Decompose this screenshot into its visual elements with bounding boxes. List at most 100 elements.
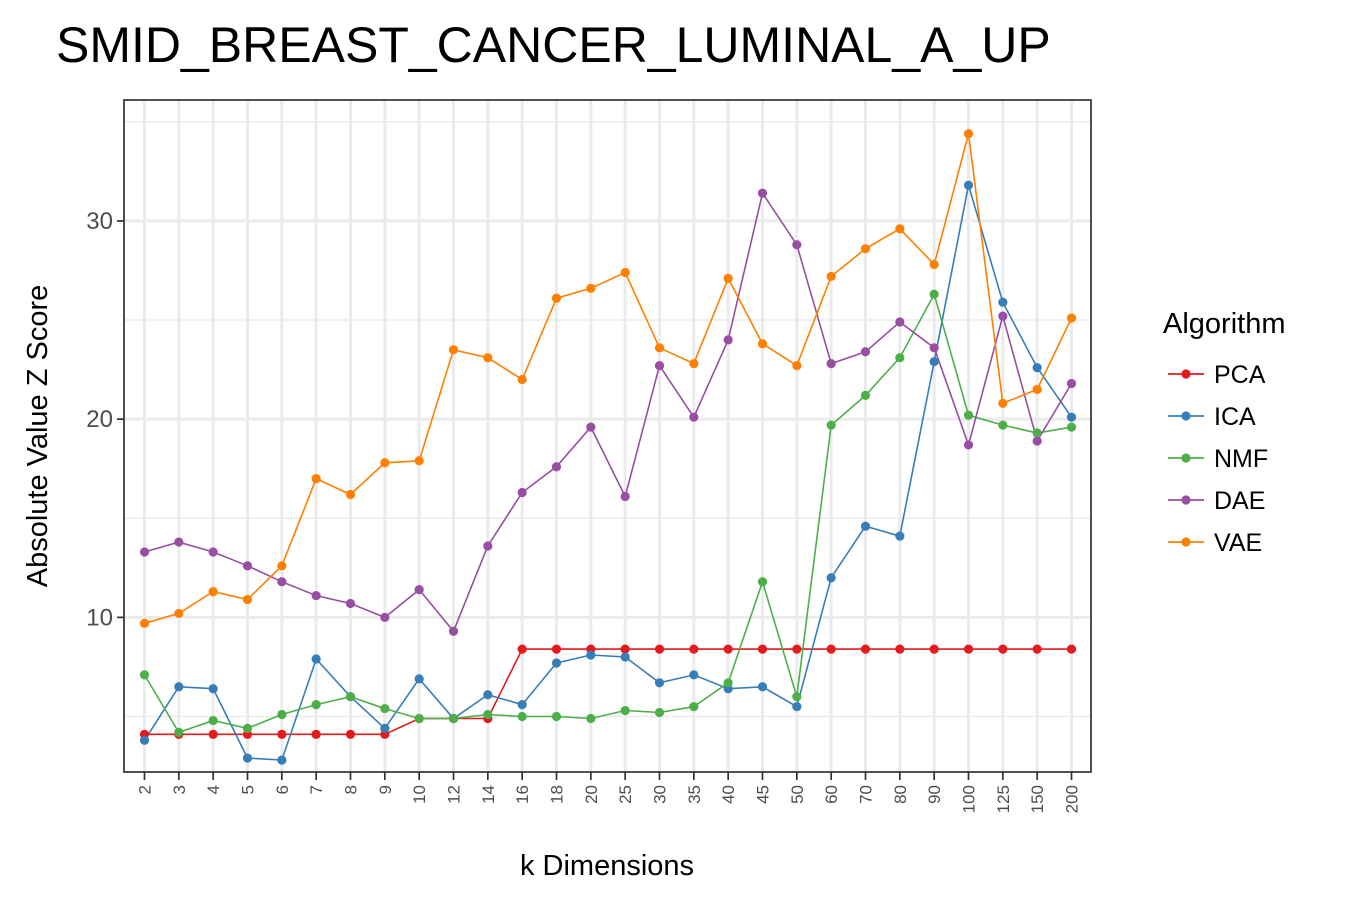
legend-label-ica: ICA xyxy=(1214,403,1256,431)
x-tick-label: 9 xyxy=(376,785,395,794)
data-point-ica xyxy=(689,670,699,680)
data-point-pca xyxy=(208,729,218,739)
data-point-dae xyxy=(586,422,596,432)
data-point-vae xyxy=(448,345,459,355)
data-point-vae xyxy=(311,474,321,484)
data-point-vae xyxy=(414,456,424,466)
data-point-vae xyxy=(792,361,802,371)
data-point-vae xyxy=(654,343,665,353)
data-point-dae xyxy=(139,547,150,557)
data-point-ica xyxy=(620,652,630,662)
data-point-nmf xyxy=(654,707,665,718)
data-point-ica xyxy=(208,684,218,694)
legend-label-vae: VAE xyxy=(1214,529,1262,557)
data-point-nmf xyxy=(792,692,802,702)
x-tick-label: 7 xyxy=(307,785,326,794)
data-point-pca xyxy=(689,644,699,654)
data-point-ica xyxy=(757,682,768,692)
data-point-vae xyxy=(242,594,253,605)
chart-title: SMID_BREAST_CANCER_LUMINAL_A_UP xyxy=(56,17,1051,73)
x-tick-label: 18 xyxy=(548,785,567,804)
data-point-vae xyxy=(345,489,356,500)
data-point-vae xyxy=(139,618,150,628)
data-point-vae xyxy=(277,561,287,571)
data-point-dae xyxy=(792,240,802,250)
data-point-pca xyxy=(792,644,802,654)
data-point-vae xyxy=(757,339,768,349)
x-axis-title: k Dimensions xyxy=(520,850,694,882)
data-point-dae xyxy=(448,626,459,636)
data-point-pca xyxy=(929,644,939,654)
data-point-dae xyxy=(1032,436,1042,446)
x-tick-label: 25 xyxy=(616,785,635,804)
data-point-pca xyxy=(311,729,321,739)
x-tick-label: 80 xyxy=(891,785,910,804)
data-point-pca xyxy=(654,644,665,654)
x-tick-label: 20 xyxy=(582,785,601,804)
legend-key-point xyxy=(1181,369,1191,379)
data-point-dae xyxy=(414,585,424,595)
x-tick-label: 5 xyxy=(239,785,258,794)
data-point-ica xyxy=(174,682,184,692)
series-layer xyxy=(139,129,1077,765)
data-point-nmf xyxy=(414,713,424,724)
x-tick-label: 2 xyxy=(136,785,155,794)
data-point-vae xyxy=(483,353,493,363)
data-point-ica xyxy=(826,573,836,583)
data-point-dae xyxy=(311,590,321,601)
data-point-dae xyxy=(826,359,836,369)
x-tick-label: 10 xyxy=(410,785,429,804)
data-point-ica xyxy=(139,735,150,745)
data-point-vae xyxy=(380,458,390,468)
data-point-dae xyxy=(963,440,974,450)
x-tick-label: 90 xyxy=(925,785,944,804)
legend-key-point xyxy=(1181,411,1191,421)
series-line-nmf xyxy=(143,292,1072,734)
data-point-dae xyxy=(654,361,665,371)
x-axis: 2 3 4 5 6 7 8 9 10 12 14 16 18 20 25 30 35 40 45 50 60 70 80 90… xyxy=(136,772,1082,813)
data-point-vae xyxy=(963,129,974,139)
data-point-ica xyxy=(860,521,871,531)
x-tick-label: 3 xyxy=(170,785,189,794)
data-point-ica xyxy=(277,755,287,765)
x-tick-label: 60 xyxy=(822,785,841,804)
legend-label-nmf: NMF xyxy=(1214,445,1268,473)
grid xyxy=(124,100,1091,772)
x-tick-label: 16 xyxy=(513,785,532,804)
data-point-nmf xyxy=(380,703,390,714)
data-point-dae xyxy=(757,188,768,198)
data-point-dae xyxy=(242,561,253,571)
data-point-nmf xyxy=(277,709,287,720)
x-tick-label: 35 xyxy=(685,785,704,804)
x-tick-label: 4 xyxy=(204,785,223,794)
data-point-nmf xyxy=(895,353,905,363)
data-point-vae xyxy=(860,244,871,254)
data-point-pca xyxy=(551,644,562,654)
data-point-vae xyxy=(689,359,699,369)
x-tick-label: 50 xyxy=(788,785,807,804)
data-point-ica xyxy=(1032,363,1042,373)
data-point-vae xyxy=(620,267,630,278)
data-point-vae xyxy=(826,271,836,282)
x-tick-label: 100 xyxy=(960,785,979,813)
data-point-nmf xyxy=(448,713,459,724)
data-point-pca xyxy=(860,644,871,654)
data-point-nmf xyxy=(998,420,1008,430)
data-point-dae xyxy=(689,412,699,422)
x-tick-label: 125 xyxy=(994,785,1013,813)
data-point-nmf xyxy=(311,700,321,710)
data-point-ica xyxy=(311,654,321,664)
data-point-nmf xyxy=(139,670,150,680)
data-point-nmf xyxy=(757,577,768,587)
data-point-vae xyxy=(1032,384,1042,395)
data-point-ica xyxy=(242,753,253,763)
data-point-nmf xyxy=(860,390,871,400)
data-point-nmf xyxy=(345,692,356,702)
data-point-vae xyxy=(517,374,527,385)
series-line-pca xyxy=(144,648,1072,736)
data-point-nmf xyxy=(1032,428,1042,438)
x-tick-label: 30 xyxy=(651,785,670,804)
data-point-dae xyxy=(174,537,184,547)
x-tick-label: 200 xyxy=(1063,785,1082,813)
